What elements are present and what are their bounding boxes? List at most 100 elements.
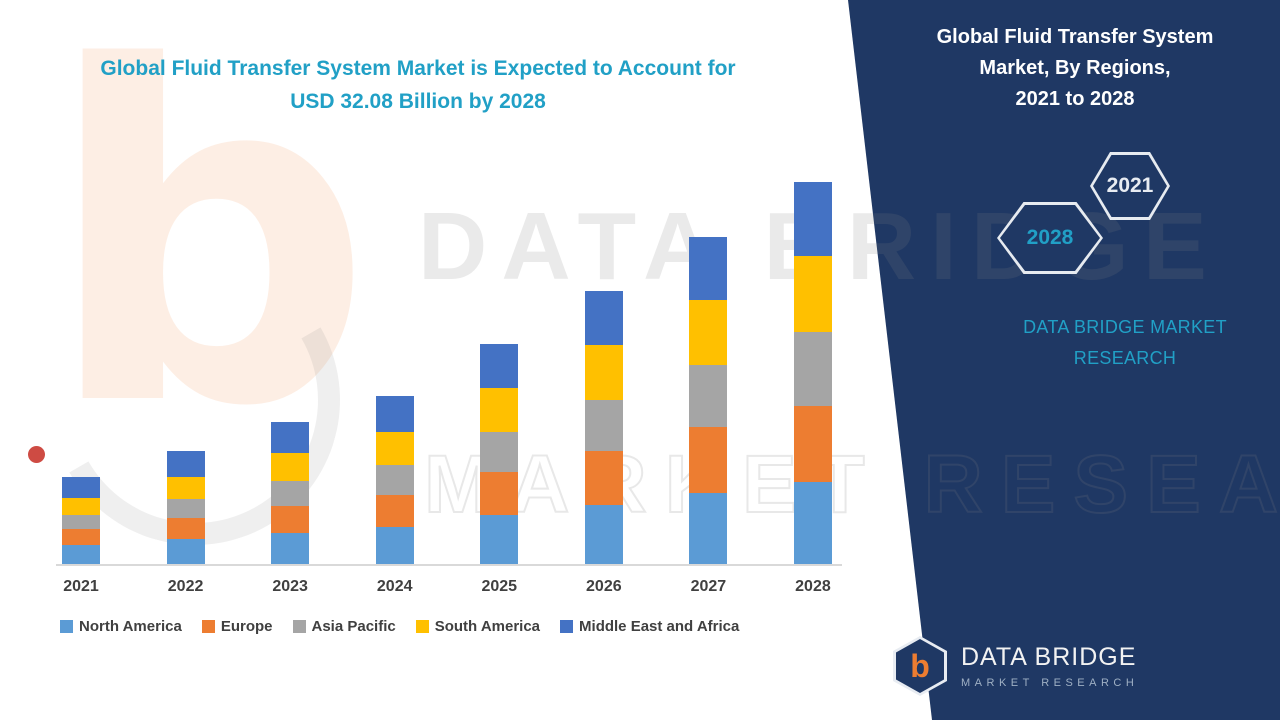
watermark-logo-dot (28, 446, 45, 463)
logo-text: DATA BRIDGE MARKET RESEARCH (961, 643, 1138, 689)
bar-segment-2025 (480, 387, 519, 432)
legend-item: Asia Pacific (292, 618, 396, 635)
legend-swatch (415, 620, 429, 633)
bar-segment-2024 (375, 494, 414, 528)
bar-segment-2022 (166, 477, 205, 499)
legend-label: Europe (220, 618, 273, 635)
bar-segment-2023 (271, 480, 310, 506)
x-tick-2028: 2028 (795, 578, 831, 595)
bar-segment-2021 (62, 498, 100, 516)
bar-segment-2025 (480, 472, 519, 516)
legend: North America Europe Asia Pacific South Ame… (60, 618, 739, 635)
legend-swatch (560, 620, 574, 633)
bar-segment-2021 (62, 529, 100, 545)
bar-segment-2024 (375, 465, 414, 495)
bar-segment-2028 (793, 255, 832, 332)
badge-2028-label: 2028 (1026, 226, 1074, 249)
bar-segment-2023 (271, 422, 310, 454)
legend-label: South America (434, 618, 541, 635)
badge-2021-label: 2021 (1106, 174, 1154, 197)
x-tick-2021: 2021 (63, 578, 99, 595)
logo-tagline: MARKET RESEARCH (961, 677, 1139, 689)
bar-segment-2025 (480, 431, 519, 473)
bar-segment-2028 (793, 405, 832, 482)
bar-segment-2026 (584, 399, 623, 451)
bar-segment-2021 (62, 515, 100, 530)
bar-segment-2022 (166, 539, 205, 564)
bar-segment-2024 (375, 396, 414, 432)
bar-2023 (271, 422, 310, 564)
bar-2028 (793, 182, 832, 564)
x-axis (56, 564, 842, 566)
x-tick-2023: 2023 (272, 578, 308, 595)
headline-line1: Global Fluid Transfer System Market is E… (100, 57, 736, 80)
bar-segment-2022 (166, 517, 205, 539)
legend-item: Middle East and Africa (560, 618, 739, 635)
badge-2028-face: 2028 (1000, 205, 1100, 271)
bar-segment-2023 (271, 505, 310, 533)
bar-segment-2026 (584, 504, 623, 564)
year-labels: 2021 2022 2023 2024 2025 2026 2027 2028 (62, 578, 832, 596)
bar-segment-2026 (584, 450, 623, 505)
watermark-logo-monogram: b (44, 0, 374, 507)
legend-item: South America (415, 618, 541, 635)
x-tick-2022: 2022 (167, 578, 204, 595)
bar-segment-2027 (689, 236, 728, 300)
legend-label: Middle East and Africa (579, 618, 740, 635)
bar-segment-2024 (375, 431, 414, 466)
bar-segment-2026 (584, 291, 623, 345)
bar-2025 (480, 343, 519, 564)
bar-segment-2023 (271, 453, 310, 481)
bars (62, 181, 832, 564)
logo-monogram: b (910, 648, 930, 684)
panel-title: Global Fluid Transfer System Market, By … (900, 22, 1250, 115)
legend-item: Europe (201, 618, 273, 635)
bar-2022 (166, 450, 205, 564)
bar-segment-2022 (166, 450, 205, 478)
legend-item: North America (60, 618, 182, 635)
bar-2024 (375, 396, 414, 564)
bar-segment-2027 (689, 492, 728, 564)
brand-text-line1: DATA BRIDGE MARKET (1023, 317, 1227, 337)
x-tick-2026: 2026 (586, 578, 622, 595)
logo-icon: b (893, 636, 947, 696)
bar-segment-2021 (62, 477, 100, 499)
badge-2021: 2021 (1090, 152, 1170, 220)
badge-2021-face: 2021 (1093, 155, 1167, 217)
bar-segment-2028 (793, 182, 832, 256)
headline-line2: USD 32.08 Billion by 2028 (290, 90, 546, 113)
logo-icon-face: b (896, 639, 944, 693)
panel-title-line1: Global Fluid Transfer System (936, 26, 1214, 48)
logo: b DATA BRIDGE MARKET RESEARCH (893, 636, 1138, 696)
panel-title-line2: Market, By Regions, (979, 57, 1171, 79)
bar-2026 (584, 291, 623, 564)
x-tick-2027: 2027 (690, 578, 727, 595)
legend-swatch (292, 620, 306, 633)
bar-segment-2027 (689, 427, 728, 493)
bar-segment-2028 (793, 331, 832, 406)
brand-text: DATA BRIDGE MARKET RESEARCH (950, 312, 1280, 374)
bar-segment-2024 (375, 527, 414, 564)
legend-swatch (201, 620, 215, 633)
bar-2021 (62, 477, 100, 564)
watermark-text-line2: MARKET RESEARCH (423, 438, 1280, 531)
bar-segment-2028 (793, 481, 832, 564)
panel-title-line3: 2021 to 2028 (1015, 88, 1135, 110)
bar-segment-2022 (166, 498, 205, 518)
bar-segment-2023 (271, 533, 310, 564)
headline: Global Fluid Transfer System Market is E… (28, 52, 808, 118)
brand-text-line2: RESEARCH (1073, 348, 1177, 368)
x-tick-2024: 2024 (376, 578, 413, 595)
bar-segment-2021 (62, 544, 100, 564)
bar-segment-2025 (480, 343, 519, 388)
bar-2027 (689, 236, 728, 564)
bar-segment-2026 (584, 344, 623, 400)
bar-segment-2027 (689, 365, 728, 428)
logo-name: DATA BRIDGE (961, 643, 1137, 671)
bar-segment-2025 (480, 515, 519, 564)
bar-segment-2027 (689, 299, 728, 366)
legend-label: Asia Pacific (311, 618, 396, 635)
x-tick-2025: 2025 (481, 578, 518, 595)
legend-swatch (60, 620, 73, 633)
